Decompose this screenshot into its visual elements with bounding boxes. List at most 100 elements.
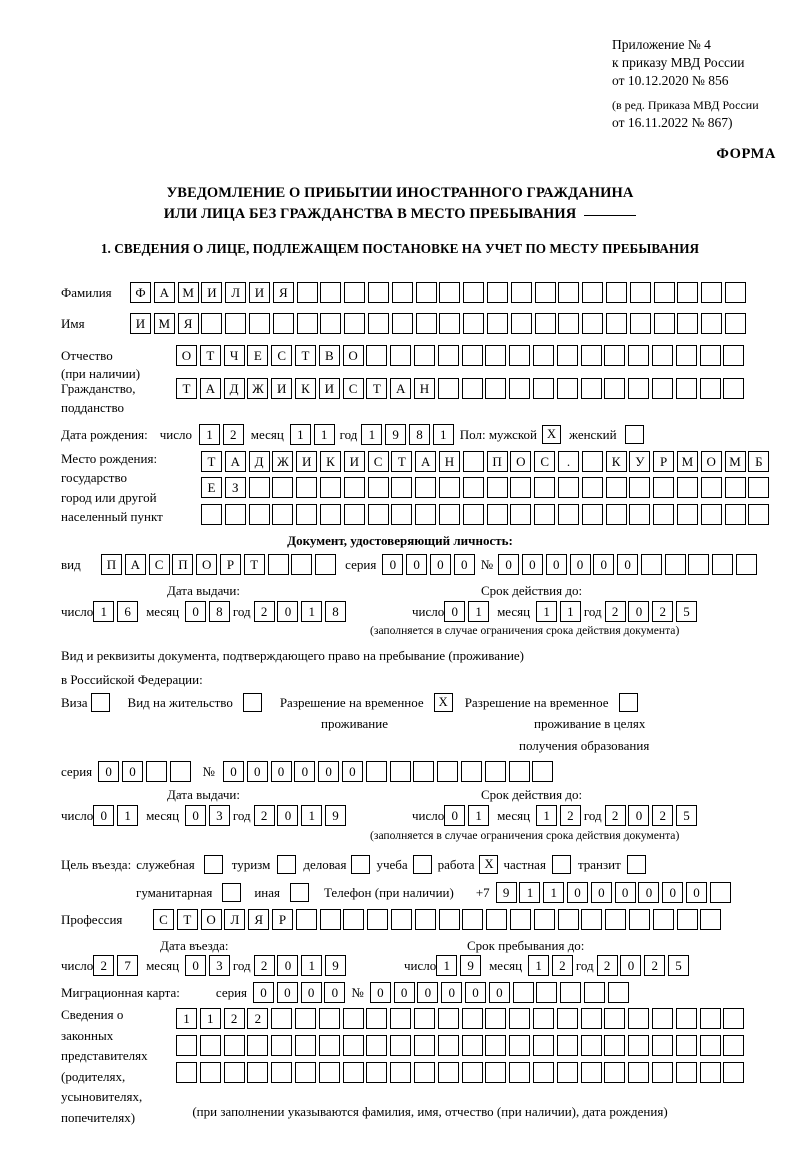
- form-cell[interactable]: [723, 1035, 745, 1056]
- form-cell[interactable]: [701, 313, 723, 334]
- form-cell[interactable]: Т: [201, 451, 222, 472]
- form-cell[interactable]: [629, 313, 651, 334]
- form-cell[interactable]: [629, 282, 651, 303]
- form-cell[interactable]: [296, 504, 318, 525]
- form-cell[interactable]: [700, 504, 722, 525]
- form-cell[interactable]: [413, 761, 435, 782]
- form-cell[interactable]: [272, 477, 294, 498]
- form-cell[interactable]: 3: [208, 805, 230, 826]
- checkbox-purpose-study[interactable]: [412, 855, 432, 874]
- form-cell[interactable]: 0: [393, 982, 415, 1003]
- form-cell[interactable]: 2: [253, 805, 275, 826]
- form-cell[interactable]: [604, 378, 626, 399]
- form-cell[interactable]: [675, 345, 697, 366]
- form-cell[interactable]: [605, 909, 627, 930]
- form-cell[interactable]: [413, 1008, 435, 1029]
- form-cell[interactable]: 0: [417, 982, 439, 1003]
- form-cell[interactable]: 0: [444, 601, 466, 622]
- form-cell[interactable]: 2: [559, 805, 581, 826]
- form-cell[interactable]: [315, 554, 337, 575]
- form-cell[interactable]: Е: [247, 345, 269, 366]
- form-cell[interactable]: [439, 282, 461, 303]
- form-cell[interactable]: [248, 477, 270, 498]
- form-cell[interactable]: [580, 1062, 602, 1083]
- form-cell[interactable]: [462, 451, 484, 472]
- form-cell[interactable]: Т: [199, 345, 221, 366]
- form-cell[interactable]: [415, 504, 437, 525]
- form-cell[interactable]: [320, 282, 342, 303]
- form-cell[interactable]: 2: [253, 601, 275, 622]
- form-cell[interactable]: 0: [521, 554, 543, 575]
- form-cell[interactable]: [437, 1062, 459, 1083]
- form-cell[interactable]: 1: [301, 601, 323, 622]
- form-cell[interactable]: [367, 313, 389, 334]
- form-cell[interactable]: В: [318, 345, 340, 366]
- form-cell[interactable]: [640, 554, 662, 575]
- form-cell[interactable]: [391, 313, 413, 334]
- form-cell[interactable]: С: [342, 378, 364, 399]
- form-cell[interactable]: А: [153, 282, 175, 303]
- form-cell[interactable]: [247, 1035, 269, 1056]
- form-cell[interactable]: 9: [460, 955, 482, 976]
- form-cell[interactable]: 2: [596, 955, 618, 976]
- form-cell[interactable]: [463, 313, 485, 334]
- form-cell[interactable]: Р: [271, 909, 293, 930]
- form-cell[interactable]: Я: [248, 909, 270, 930]
- form-cell[interactable]: 0: [545, 554, 567, 575]
- form-cell[interactable]: 1: [117, 805, 139, 826]
- form-cell[interactable]: [438, 909, 460, 930]
- form-cell[interactable]: 1: [543, 882, 565, 903]
- form-cell[interactable]: 6: [117, 601, 139, 622]
- form-cell[interactable]: [296, 477, 318, 498]
- form-cell[interactable]: [532, 1062, 554, 1083]
- form-cell[interactable]: [344, 282, 366, 303]
- form-cell[interactable]: [248, 313, 270, 334]
- form-cell[interactable]: 1: [176, 1008, 197, 1029]
- form-cell[interactable]: .: [557, 451, 579, 472]
- form-cell[interactable]: 0: [277, 805, 299, 826]
- form-cell[interactable]: 5: [668, 955, 690, 976]
- form-cell[interactable]: О: [700, 451, 722, 472]
- form-cell[interactable]: 0: [686, 882, 708, 903]
- form-cell[interactable]: [532, 1008, 554, 1029]
- form-cell[interactable]: [366, 1062, 388, 1083]
- form-cell[interactable]: [584, 982, 605, 1003]
- form-cell[interactable]: [580, 1035, 602, 1056]
- form-cell[interactable]: [580, 345, 602, 366]
- form-cell[interactable]: 0: [444, 805, 466, 826]
- form-cell[interactable]: 0: [569, 554, 591, 575]
- form-cell[interactable]: 2: [551, 955, 573, 976]
- form-cell[interactable]: 8: [208, 601, 230, 622]
- form-cell[interactable]: [556, 1035, 578, 1056]
- form-cell[interactable]: [509, 1008, 531, 1029]
- form-cell[interactable]: [389, 761, 411, 782]
- form-cell[interactable]: 0: [270, 761, 292, 782]
- form-cell[interactable]: [343, 504, 365, 525]
- form-cell[interactable]: 0: [382, 554, 404, 575]
- form-cell[interactable]: [581, 909, 603, 930]
- form-cell[interactable]: Л: [225, 282, 247, 303]
- form-cell[interactable]: 2: [652, 601, 674, 622]
- form-cell[interactable]: [676, 909, 698, 930]
- form-cell[interactable]: [413, 345, 435, 366]
- form-cell[interactable]: С: [148, 554, 170, 575]
- form-cell[interactable]: [653, 282, 675, 303]
- form-cell[interactable]: И: [296, 451, 318, 472]
- form-cell[interactable]: [581, 477, 603, 498]
- form-cell[interactable]: П: [486, 451, 508, 472]
- form-cell[interactable]: 2: [222, 424, 244, 445]
- form-cell[interactable]: [169, 761, 191, 782]
- form-cell[interactable]: [485, 1008, 507, 1029]
- form-cell[interactable]: [201, 313, 223, 334]
- form-cell[interactable]: [437, 761, 459, 782]
- form-cell[interactable]: И: [271, 378, 293, 399]
- form-cell[interactable]: [652, 909, 674, 930]
